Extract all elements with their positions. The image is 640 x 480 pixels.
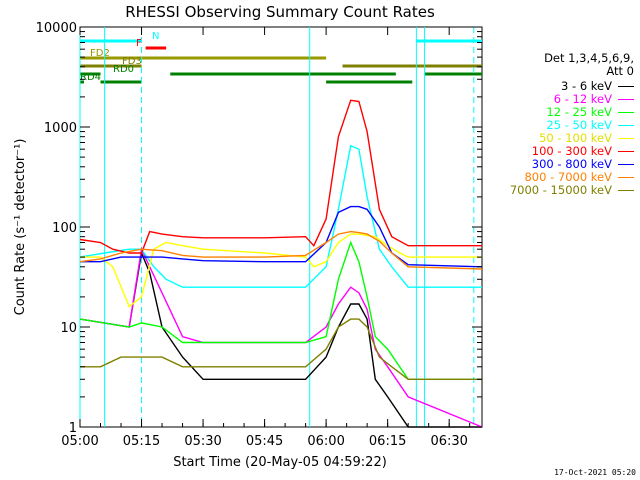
flag-label: RD0 [113, 64, 134, 75]
x-axis-label: Start Time (20-May-05 04:59:22) [173, 455, 387, 470]
series-line-8 [79, 230, 483, 270]
legend-swatch [618, 86, 634, 87]
legend: Det 1,3,4,5,6,9, Att 0 3 - 6 keV 6 - 12 k… [484, 52, 634, 197]
x-tick-label: 06:00 [307, 434, 344, 449]
series-line-1 [79, 250, 482, 428]
x-tick-label: 05:45 [246, 434, 283, 449]
legend-label: 6 - 12 keV [553, 92, 612, 106]
legend-label: 800 - 7000 keV [524, 170, 612, 184]
legend-header-line: Det 1,3,4,5,6,9, [544, 51, 634, 65]
y-tick-label: 1 [69, 421, 77, 436]
y-tick-label: 1000 [44, 121, 77, 136]
legend-item: 7000 - 15000 keV [484, 184, 634, 197]
legend-label: 25 - 50 keV [546, 118, 612, 132]
flag-label: FD2 [90, 48, 110, 59]
timestamp: 17-Oct-2021 05:20 [554, 468, 636, 477]
legend-label: 100 - 300 keV [531, 144, 612, 158]
legend-label: 300 - 800 keV [531, 157, 612, 171]
legend-swatch [618, 164, 634, 165]
series-line-2 [79, 246, 483, 428]
legend-item: 50 - 100 keV [484, 132, 634, 145]
flag-label: FD3 [122, 56, 142, 67]
legend-item: 100 - 300 keV [484, 145, 634, 158]
series-line-5 [80, 233, 482, 308]
legend-swatch [618, 190, 634, 191]
legend-item: 800 - 7000 keV [484, 171, 634, 184]
legend-label: 50 - 100 keV [539, 131, 612, 145]
series-line-4 [79, 144, 482, 288]
x-tick-label: 06:15 [369, 434, 406, 449]
series-line-3 [79, 240, 482, 380]
chart-title: RHESSI Observing Summary Count Rates [125, 3, 435, 21]
flag-label: RD4 [80, 72, 101, 83]
legend-swatch [618, 99, 634, 100]
series-line-9 [80, 318, 482, 380]
flag-label: N [152, 31, 159, 42]
legend-label: 12 - 25 keV [546, 105, 612, 119]
x-tick-label: 05:15 [123, 434, 160, 449]
y-tick-label: 10 [60, 321, 77, 336]
x-tick-label: 05:30 [184, 434, 221, 449]
legend-swatch [618, 125, 634, 126]
legend-header-line: Att 0 [606, 64, 634, 78]
y-tick-label: 10000 [36, 21, 77, 36]
y-axis-label: Count Rate (s⁻¹ detector⁻¹) [13, 139, 28, 316]
legend-item: 3 - 6 keV [484, 80, 634, 93]
legend-item: 25 - 50 keV [484, 119, 634, 132]
series-line-7 [80, 205, 483, 268]
legend-swatch [618, 112, 634, 113]
legend-swatch [618, 138, 634, 139]
x-tick-label: 05:00 [61, 434, 98, 449]
y-tick-label: 100 [52, 221, 77, 236]
legend-swatch [618, 177, 634, 178]
legend-label: 7000 - 15000 keV [509, 183, 612, 197]
legend-label: 3 - 6 keV [561, 79, 612, 93]
legend-header: Det 1,3,4,5,6,9, Att 0 [484, 52, 634, 78]
legend-item: 300 - 800 keV [484, 158, 634, 171]
legend-item: 6 - 12 keV [484, 93, 634, 106]
series-line-6 [79, 99, 482, 254]
legend-items: 3 - 6 keV 6 - 12 keV 12 - 25 keV 25 - 50 ke… [484, 80, 634, 197]
flag-label: F [136, 38, 142, 49]
x-tick-label: 06:30 [430, 434, 467, 449]
legend-swatch [618, 151, 634, 152]
legend-item: 12 - 25 keV [484, 106, 634, 119]
